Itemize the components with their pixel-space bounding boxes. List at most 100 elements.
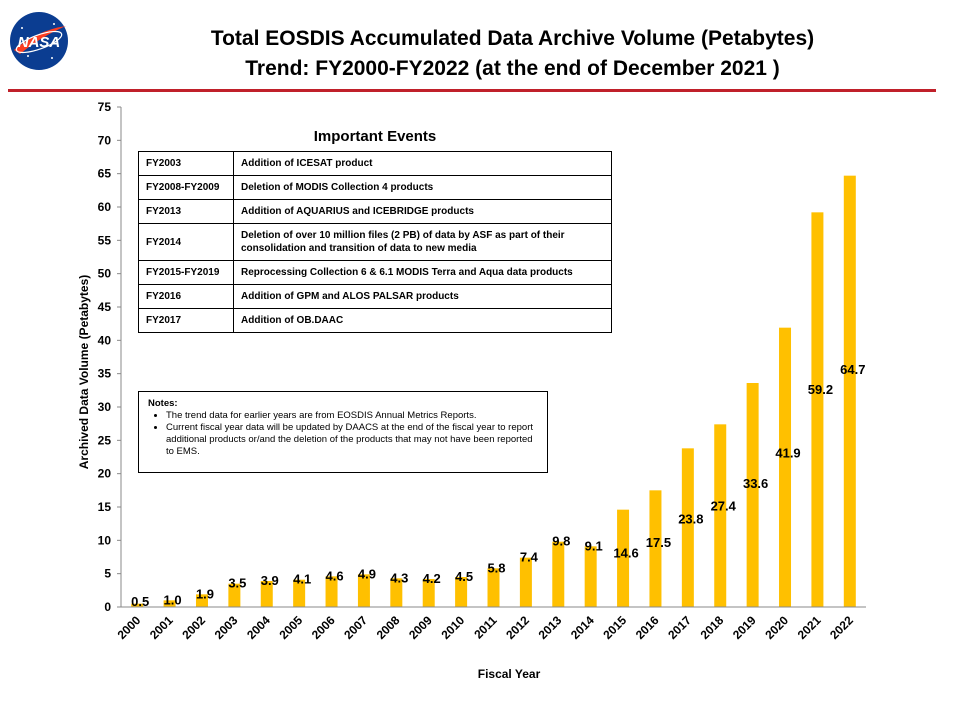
data-label: 3.5 [228, 576, 246, 591]
data-label: 23.8 [678, 512, 703, 527]
x-tick-label: 2003 [212, 613, 241, 642]
bar [584, 546, 597, 607]
note-item: Current fiscal year data will be updated… [166, 422, 538, 458]
data-label: 64.7 [840, 362, 865, 377]
bar [681, 448, 694, 607]
x-tick-label: 2017 [665, 613, 694, 642]
data-label: 14.6 [613, 545, 638, 560]
y-tick-label: 35 [98, 367, 112, 381]
x-tick-label: 2013 [536, 613, 565, 642]
bar [746, 383, 759, 607]
event-year: FY2008-FY2009 [138, 175, 234, 200]
x-tick-label: 2019 [730, 613, 759, 642]
event-year: FY2003 [138, 151, 234, 176]
y-tick-label: 40 [98, 333, 112, 347]
x-tick-label: 2002 [179, 613, 208, 642]
y-tick-label: 50 [98, 267, 112, 281]
data-label: 33.6 [743, 476, 768, 491]
event-description: Deletion of MODIS Collection 4 products [233, 175, 612, 200]
event-description: Deletion of over 10 million files (2 PB)… [233, 223, 612, 261]
data-label: 17.5 [646, 535, 671, 550]
data-label: 4.3 [390, 570, 408, 585]
data-label: 4.2 [423, 571, 441, 586]
data-label: 0.5 [131, 594, 149, 609]
data-label: 27.4 [711, 499, 737, 514]
notes-list: The trend data for earlier years are fro… [148, 410, 538, 458]
data-label: 41.9 [775, 445, 800, 460]
y-axis: 0 5 10 15 20 25 30 35 40 45 50 55 60 65 70 75 [98, 100, 122, 614]
event-year: FY2016 [138, 284, 234, 309]
bar [228, 583, 241, 607]
title-line-2: Trend: FY2000-FY2022 (at the end of Dece… [245, 57, 780, 80]
y-tick-label: 5 [104, 567, 111, 581]
bar [714, 424, 727, 607]
event-year: FY2014 [138, 223, 234, 261]
x-tick-label: 2000 [115, 613, 144, 642]
y-tick-label: 65 [98, 167, 112, 181]
data-label: 59.2 [808, 382, 833, 397]
bar [843, 175, 856, 607]
bar [390, 578, 403, 607]
event-row: FY2008-FY2009 Deletion of MODIS Collectio… [138, 175, 612, 200]
bar [163, 600, 176, 607]
x-tick-label: 2022 [827, 613, 856, 642]
x-tick-label: 2006 [309, 613, 338, 642]
x-tick-label: 2004 [244, 613, 273, 642]
bar [487, 568, 500, 607]
nasa-logo-text: NASA [18, 34, 61, 51]
important-events-table: FY2003 Addition of ICESAT product FY2008-F… [138, 151, 612, 333]
x-tick-label: 2015 [600, 613, 629, 642]
bar [260, 581, 273, 607]
x-tick-label: 2008 [374, 613, 403, 642]
x-tick-label: 2007 [341, 613, 370, 642]
nasa-logo-circle [10, 12, 68, 70]
bar [293, 579, 306, 607]
event-row: FY2014 Deletion of over 10 million files … [138, 223, 612, 261]
x-tick-label: 2014 [568, 613, 597, 642]
event-row: FY2015-FY2019 Reprocessing Collection 6 &… [138, 260, 612, 285]
data-label: 7.4 [520, 550, 539, 565]
x-tick-label: 2018 [698, 613, 727, 642]
x-tick-label: 2009 [406, 613, 435, 642]
bar [811, 212, 824, 608]
x-tick-label: 2016 [633, 613, 662, 642]
header-divider [8, 89, 936, 92]
data-label: 1.9 [196, 586, 214, 601]
event-description: Addition of ICESAT product [233, 151, 612, 176]
title-line-1: Total EOSDIS Accumulated Data Archive Vo… [210, 27, 815, 50]
data-label: 3.9 [261, 573, 279, 588]
event-year: FY2017 [138, 308, 234, 333]
data-label: 4.5 [455, 569, 473, 584]
notes-box: Notes: The trend data for earlier years … [138, 391, 548, 473]
x-tick-label: 2005 [276, 613, 305, 642]
data-label: 5.8 [487, 560, 505, 575]
bar [422, 579, 435, 607]
data-label: 9.1 [585, 538, 603, 553]
event-row: FY2003 Addition of ICESAT product [138, 151, 612, 176]
y-tick-label: 45 [98, 300, 112, 314]
event-row: FY2017 Addition of OB.DAAC [138, 308, 612, 333]
data-label: 1.0 [164, 592, 182, 607]
x-axis: 2000 2001 2002 2003 2004 2005 2006 2007 2008 2009… [115, 606, 866, 642]
x-tick-label: 2011 [471, 613, 500, 642]
chart-title: Total EOSDIS Accumulated Data Archive Vo… [80, 24, 945, 84]
event-description: Addition of GPM and ALOS PALSAR products [233, 284, 612, 309]
event-description: Reprocessing Collection 6 & 6.1 MODIS Te… [233, 260, 612, 285]
y-tick-label: 55 [98, 233, 112, 247]
event-description: Addition of OB.DAAC [233, 308, 612, 333]
event-description: Addition of AQUARIUS and ICEBRIDGE produ… [233, 199, 612, 224]
bar [617, 509, 630, 607]
x-tick-label: 2001 [147, 613, 176, 642]
x-axis-label: Fiscal Year [478, 667, 541, 681]
bar [455, 577, 468, 607]
data-label: 4.1 [293, 572, 311, 587]
y-tick-label: 10 [98, 533, 112, 547]
bar [325, 576, 338, 607]
bar [552, 541, 565, 607]
event-row: FY2013 Addition of AQUARIUS and ICEBRIDGE… [138, 199, 612, 224]
bar [519, 557, 532, 607]
y-tick-label: 75 [98, 100, 112, 114]
y-tick-label: 30 [98, 400, 112, 414]
data-label: 9.8 [552, 534, 570, 549]
